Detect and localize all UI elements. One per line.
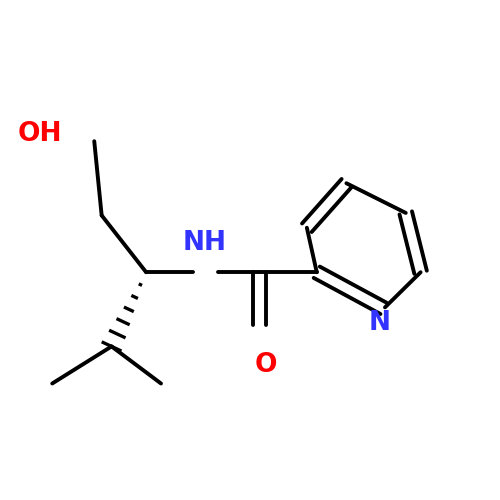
Text: N: N bbox=[368, 310, 390, 336]
Text: NH: NH bbox=[182, 230, 226, 256]
Text: O: O bbox=[255, 352, 278, 378]
Text: OH: OH bbox=[18, 121, 62, 147]
